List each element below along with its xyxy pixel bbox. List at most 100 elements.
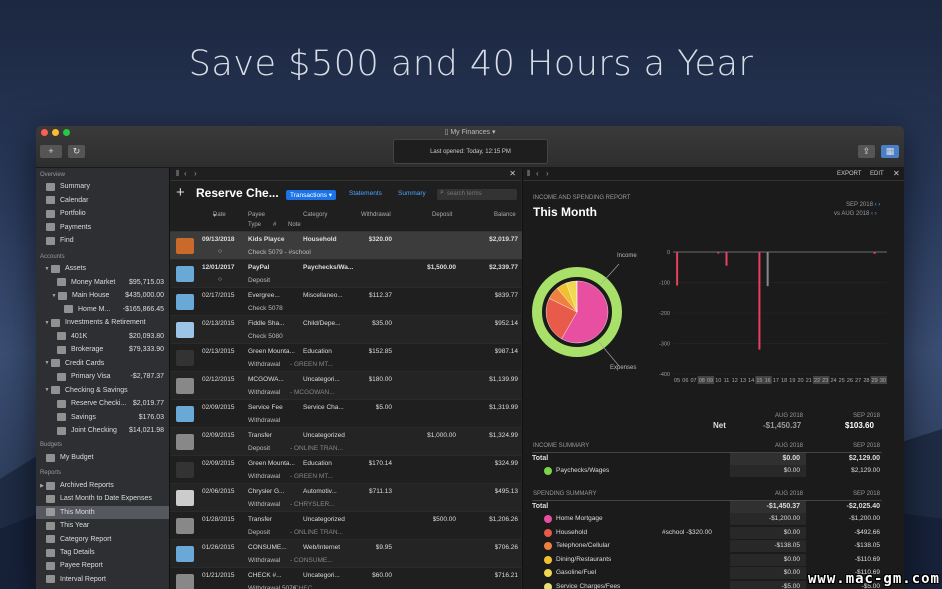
panel-handle-icon[interactable]: ⦀ [527,169,531,178]
sidebar-item-investments-retirement[interactable]: ▼ Investments & Retirement [36,316,169,329]
investments-retirement-icon [51,318,60,327]
table-row[interactable]: 02/13/2015 Green Mounta... Education $152.8… [170,344,522,372]
spending-bar[interactable] [766,252,769,287]
layout-icon[interactable]: ▦ [881,145,899,158]
disclosure-triangle-icon[interactable]: ▼ [44,319,50,326]
table-row[interactable]: 09/13/2018 Kids Playce Household $320.00 $2,… [170,232,522,260]
spending-bar[interactable] [758,252,761,350]
sidebar-item-last-month-to-date-expenses[interactable]: Last Month to Date Expenses [36,492,169,505]
sidebar-item-my-budget[interactable]: My Budget [36,451,169,464]
table-row[interactable]: 02/13/2015 Fiddle Sha... Child/Depe... $35.… [170,316,522,344]
col-deposit[interactable]: Deposit [432,212,453,218]
spending-bar[interactable] [725,252,728,266]
period-arrows-icon[interactable]: ‹ › [874,202,881,208]
period-arrows-icon[interactable]: ‹ › [871,211,877,217]
sidebar-item-payee-report[interactable]: Payee Report [36,559,169,572]
col-note[interactable]: Note [288,222,301,228]
back-arrow-icon[interactable]: ‹ [184,169,187,178]
disclosure-triangle-icon[interactable]: ▼ [51,292,57,299]
summary-row[interactable]: Gasoline/Fuel $0.00 -$110.69 [532,567,882,579]
table-row[interactable]: 01/28/2015 Transfer Uncategorized $500.00 $1… [170,512,522,540]
close-panel-icon[interactable]: ✕ [509,169,516,178]
summary-row[interactable]: Service Charges/Fees -$5.00 -$5.00 [532,580,882,589]
table-row[interactable]: 01/26/2015 CONSUME... Web/Internet $9.95 $70… [170,540,522,568]
sidebar-item-reserve-checki[interactable]: Reserve Checki... $2,019.77 [36,397,169,410]
disclosure-triangle-icon[interactable]: ▶ [40,482,44,489]
sidebar-item-primary-visa[interactable]: Primary Visa -$2,787.37 [36,370,169,383]
col-balance[interactable]: Balance [494,212,516,218]
close-panel-icon[interactable]: ✕ [893,169,900,178]
cleared-indicator-icon[interactable]: ○ [218,248,222,255]
tab-summary[interactable]: Summary [398,190,426,197]
sidebar-item-calendar[interactable]: Calendar [36,194,169,207]
spending-bar[interactable] [717,252,720,254]
tab-statements[interactable]: Statements [349,190,382,197]
sidebar-item-interval-report[interactable]: Interval Report [36,573,169,586]
summary-row[interactable]: Paychecks/Wages $0.00 $2,129.00 [532,465,882,477]
tab-transactions[interactable]: Transactions ▾ [286,190,337,200]
summary-row[interactable]: Telephone/Cellular -$138.05 -$138.05 [532,540,882,552]
pie-slice[interactable] [561,280,609,344]
col-date[interactable]: Date ▾ [213,212,226,219]
sidebar-item-money-market[interactable]: Money Market $95,715.03 [36,276,169,289]
panel-handle-icon[interactable]: ⦀ [176,169,180,178]
sidebar-item-401k[interactable]: 401K $20,093.80 [36,330,169,343]
sidebar-item-summary[interactable]: Summary [36,180,169,193]
table-row[interactable]: 02/06/2015 Chrysler G... Automotiv... $711.… [170,484,522,512]
table-row[interactable]: 02/09/2015 Transfer Uncategorized $1,000.00… [170,428,522,456]
sidebar-item-credit-cards[interactable]: ▼ Credit Cards [36,357,169,370]
sidebar-item-home-m[interactable]: Home M... -$165,866.45 [36,303,169,316]
table-row[interactable]: 02/09/2015 Green Mounta... Education $170.1… [170,456,522,484]
summary-row[interactable]: Household #school -$320.00 $0.00 -$492.66 [532,526,882,539]
summary-row[interactable]: Dining/Restaurants $0.00 -$110.69 [532,553,882,566]
zoom-window-button[interactable] [63,129,70,136]
disclosure-triangle-icon[interactable]: ▼ [44,265,50,272]
sidebar-item-assets[interactable]: ▼ Assets [36,262,169,275]
period-compare[interactable]: vs AUG 2018 ‹ › [834,211,877,217]
table-row[interactable]: 01/21/2015 CHECK #... Uncategori... $60.00 $… [170,568,522,589]
edit-button[interactable]: EDIT [870,171,884,177]
period-current[interactable]: SEP 2018 ‹ › [846,202,881,208]
sidebar-item-joint-checking[interactable]: Joint Checking $14,021.98 [36,424,169,437]
col-withdrawal[interactable]: Withdrawal [361,212,391,218]
spending-bar[interactable] [873,252,876,254]
sidebar-item-this-month[interactable]: This Month [36,505,169,519]
search-input[interactable]: search terms [437,189,517,200]
disclosure-triangle-icon[interactable]: ▼ [44,360,50,366]
refresh-button[interactable]: ↻ [68,145,85,158]
add-button[interactable]: + [40,145,62,158]
minimize-window-button[interactable] [52,129,59,136]
col-category[interactable]: Category [303,212,328,218]
add-transaction-button[interactable]: + [176,184,185,201]
col-payee[interactable]: Payee [248,212,266,218]
forward-arrow-icon[interactable]: › [194,169,197,178]
col-type[interactable]: Type [248,222,262,228]
sidebar-item-tag-details[interactable]: Tag Details [36,546,169,559]
forward-arrow-icon[interactable]: › [546,169,549,178]
back-arrow-icon[interactable]: ‹ [536,169,539,178]
row-balance: $1,206.26 [489,516,518,523]
sidebar-item-payments[interactable]: Payments [36,221,169,234]
sidebar-item-main-house[interactable]: ▼ Main House $435,000.00 [36,289,169,302]
sidebar-item-checking-savings[interactable]: ▼ Checking & Savings [36,384,169,397]
sidebar-item-this-year[interactable]: This Year [36,519,169,532]
sidebar-item-find[interactable]: Find [36,234,169,247]
upload-icon[interactable]: ⇪ [858,145,875,158]
sidebar-item-portfolio[interactable]: Portfolio [36,207,169,220]
disclosure-triangle-icon[interactable]: ▼ [44,387,50,393]
export-button[interactable]: EXPORT [837,171,862,177]
spending-bar[interactable] [676,252,679,286]
pie-slice[interactable] [545,298,578,340]
sidebar-item-brokerage[interactable]: Brokerage $79,333.90 [36,343,169,356]
sidebar-item-category-report[interactable]: Category Report [36,533,169,546]
summary-row[interactable]: Home Mortgage -$1,200.00 -$1,200.00 [532,513,882,525]
table-row[interactable]: 12/01/2017 PayPal Paychecks/Wa... $1,500.00… [170,260,522,288]
table-row[interactable]: 02/17/2015 Evergree... Miscellaneo... $112.… [170,288,522,316]
table-row[interactable]: 02/12/2015 MCGOWA... Uncategori... $180.00 $… [170,372,522,400]
table-row[interactable]: 02/09/2015 Service Fee Service Cha... $5.00… [170,400,522,428]
sidebar-item-savings[interactable]: Savings $176.03 [36,411,169,424]
cleared-indicator-icon[interactable]: ○ [218,276,222,283]
sidebar-item-archived-reports[interactable]: ▶ Archived Reports [36,479,169,492]
col-num[interactable]: # [273,222,277,228]
close-window-button[interactable] [41,129,48,136]
